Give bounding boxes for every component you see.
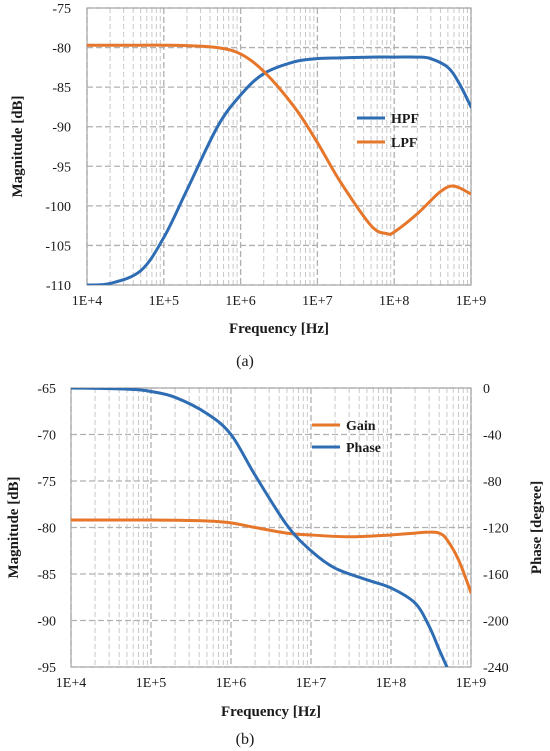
x-tick-label: 1E+5 — [136, 676, 166, 691]
y2-tick-label: -240 — [483, 661, 509, 676]
y2-tick-label: -120 — [483, 522, 509, 537]
y-axis-title: Magnitude [dB] — [6, 476, 22, 578]
x-axis-title: Frequency [Hz] — [229, 321, 329, 337]
y-tick-label: -85 — [37, 568, 56, 583]
y-tick-label: -95 — [52, 160, 71, 175]
y-tick-label: -85 — [52, 81, 71, 96]
y-tick-label: -90 — [37, 615, 56, 630]
y-tick-label: -80 — [37, 522, 56, 537]
y2-tick-label: 0 — [483, 382, 490, 397]
y-tick-label: -100 — [45, 200, 71, 215]
chart-0-plot-frame — [86, 7, 472, 286]
y2-tick-label: -200 — [483, 615, 509, 630]
y-tick-label: -75 — [52, 2, 71, 17]
y-tick-label: -75 — [37, 475, 56, 490]
legend-label-phase: Phase — [346, 441, 381, 456]
y-tick-label: -105 — [45, 239, 71, 254]
y-tick-label: -65 — [37, 382, 56, 397]
series-line-gain — [71, 518, 471, 595]
y2-axis-title: Phase [degree] — [529, 481, 545, 574]
y-tick-label: -70 — [37, 429, 56, 444]
x-tick-label: 1E+8 — [376, 676, 406, 691]
x-tick-label: 1E+4 — [72, 294, 102, 309]
x-tick-label: 1E+6 — [216, 676, 246, 691]
y-axis-title: Magnitude [dB] — [10, 95, 26, 197]
x-tick-label: 1E+9 — [456, 294, 486, 309]
figure-caption: (a) — [236, 353, 254, 370]
legend-label-gain: Gain — [346, 419, 376, 434]
x-tick-label: 1E+6 — [225, 294, 255, 309]
series-line-hpf — [87, 55, 471, 285]
x-tick-label: 1E+9 — [456, 676, 486, 691]
x-tick-label: 1E+8 — [379, 294, 409, 309]
x-tick-label: 1E+4 — [56, 676, 86, 691]
figure-caption: (b) — [236, 731, 255, 748]
series-line-lpf — [87, 43, 471, 236]
x-tick-label: 1E+7 — [302, 294, 332, 309]
legend-label-hpf: HPF — [391, 112, 419, 127]
y2-tick-label: -80 — [483, 475, 502, 490]
series-line-phase — [71, 388, 449, 667]
y2-tick-label: -160 — [483, 568, 509, 583]
x-tick-label: 1E+5 — [149, 294, 179, 309]
x-tick-label: 1E+7 — [296, 676, 326, 691]
chart-1-grid — [70, 387, 472, 668]
y2-tick-label: -40 — [483, 429, 502, 444]
legend-label-lpf: LPF — [391, 136, 417, 151]
y-tick-label: -110 — [46, 279, 71, 294]
y-tick-label: -80 — [52, 42, 71, 57]
x-axis-title: Frequency [Hz] — [221, 704, 321, 720]
y-tick-label: -90 — [52, 121, 71, 136]
y-tick-label: -95 — [37, 661, 56, 676]
chart-1-plot-frame — [70, 387, 472, 668]
